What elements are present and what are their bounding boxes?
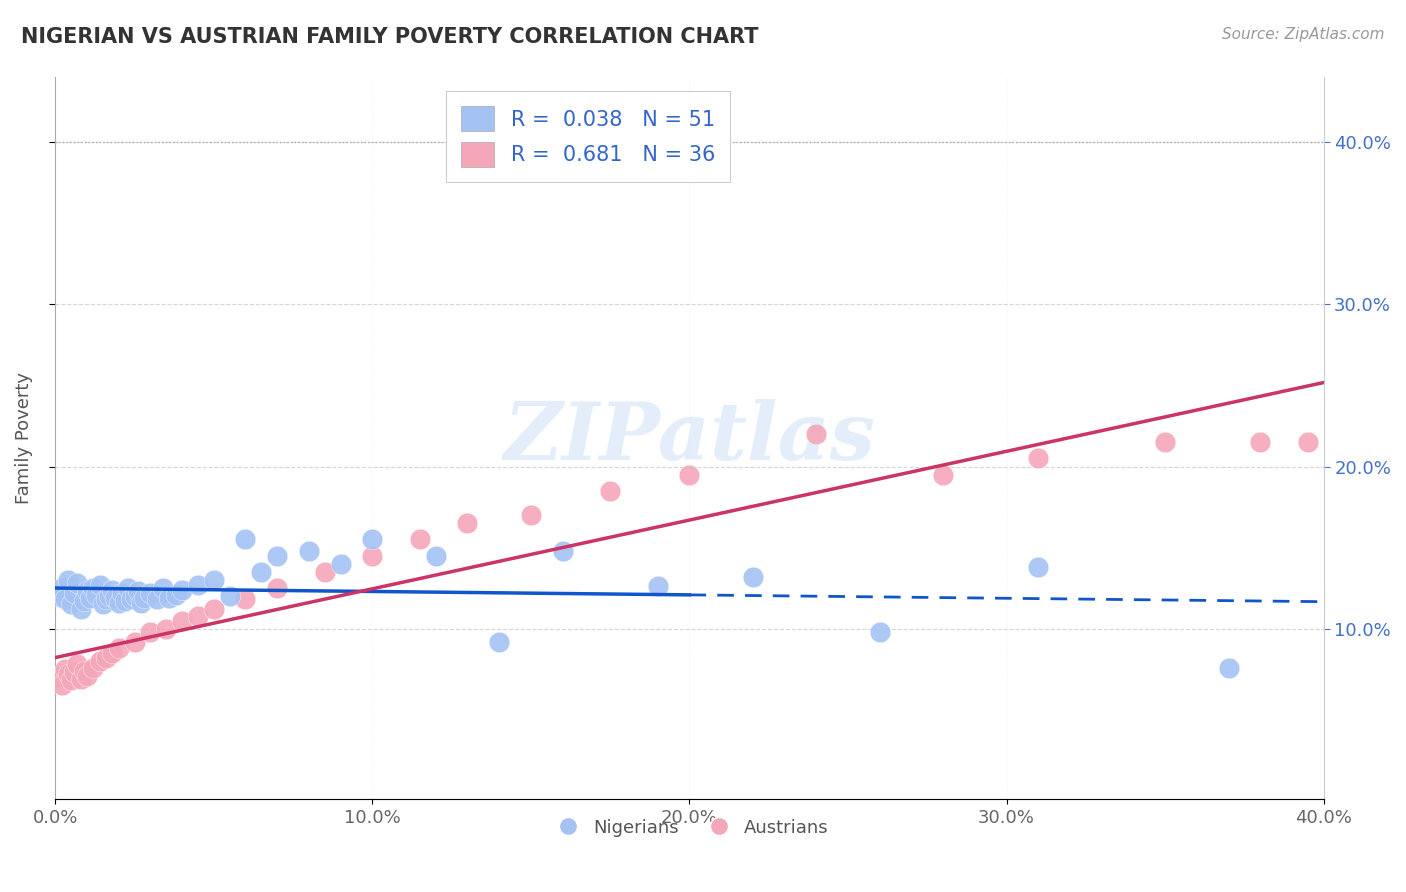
Point [101, 646, 124, 660]
Point [94, 592, 117, 607]
Point [89, 654, 111, 668]
Point [165, 588, 187, 602]
Point [1218, 660, 1240, 674]
Point [250, 565, 273, 579]
Point [124, 634, 146, 648]
Text: ZIPatlas: ZIPatlas [503, 400, 876, 477]
Point [187, 578, 209, 592]
Point [73, 664, 96, 678]
Point [53, 592, 76, 607]
Point [1026, 560, 1049, 574]
Point [314, 565, 336, 579]
Point [218, 589, 240, 603]
Point [145, 592, 167, 607]
Text: NIGERIAN VS AUSTRIAN FAMILY POVERTY CORRELATION CHART: NIGERIAN VS AUSTRIAN FAMILY POVERTY CORR… [21, 27, 759, 46]
Point [741, 570, 763, 584]
Point [76, 668, 98, 682]
Point [647, 579, 669, 593]
Point [155, 622, 177, 636]
Point [152, 581, 174, 595]
Point [66, 576, 89, 591]
Point [425, 549, 447, 563]
Point [63, 665, 86, 680]
Point [456, 516, 478, 531]
Point [678, 467, 700, 482]
Point [266, 581, 288, 595]
Point [48, 589, 70, 603]
Point [124, 589, 146, 603]
Point [73, 594, 96, 608]
Point [157, 591, 180, 605]
Point [551, 543, 574, 558]
Point [107, 641, 129, 656]
Point [187, 608, 209, 623]
Point [79, 591, 101, 605]
Point [869, 624, 891, 639]
Point [114, 594, 136, 608]
Point [86, 588, 108, 602]
Point [69, 602, 91, 616]
Point [104, 591, 127, 605]
Point [82, 660, 104, 674]
Point [361, 533, 384, 547]
Point [1296, 435, 1319, 450]
Text: Source: ZipAtlas.com: Source: ZipAtlas.com [1222, 27, 1385, 42]
Point [120, 592, 142, 607]
Point [202, 573, 225, 587]
Point [932, 467, 955, 482]
Y-axis label: Family Poverty: Family Poverty [15, 372, 32, 504]
Point [170, 614, 193, 628]
Point [132, 591, 155, 605]
Point [1249, 435, 1271, 450]
Point [66, 657, 89, 672]
Point [129, 596, 152, 610]
Point [89, 578, 111, 592]
Point [170, 582, 193, 597]
Point [235, 592, 257, 607]
Point [91, 597, 114, 611]
Point [51, 581, 73, 595]
Point [56, 667, 79, 681]
Point [107, 596, 129, 610]
Point [111, 586, 134, 600]
Point [101, 582, 124, 597]
Point [266, 549, 288, 563]
Point [1026, 451, 1049, 466]
Point [53, 662, 76, 676]
Point [298, 543, 321, 558]
Point [60, 673, 83, 688]
Point [235, 533, 257, 547]
Point [599, 483, 621, 498]
Point [202, 602, 225, 616]
Point [127, 584, 149, 599]
Point [63, 586, 86, 600]
Point [806, 427, 828, 442]
Legend: Nigerians, Austrians: Nigerians, Austrians [543, 812, 837, 844]
Point [48, 670, 70, 684]
Point [76, 584, 98, 599]
Point [69, 672, 91, 686]
Point [56, 573, 79, 587]
Point [139, 586, 162, 600]
Point [329, 557, 352, 571]
Point [117, 581, 139, 595]
Point [488, 634, 510, 648]
Point [94, 650, 117, 665]
Point [520, 508, 543, 523]
Point [51, 678, 73, 692]
Point [139, 624, 162, 639]
Point [98, 589, 121, 603]
Point [60, 597, 83, 611]
Point [82, 581, 104, 595]
Point [409, 533, 432, 547]
Point [361, 549, 384, 563]
Point [1154, 435, 1177, 450]
